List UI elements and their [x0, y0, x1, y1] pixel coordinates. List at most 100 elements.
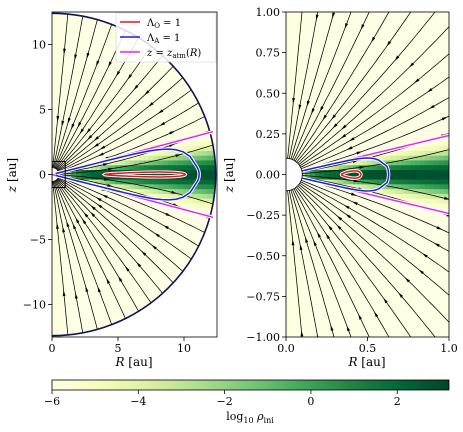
- density-cell: [56, 327, 63, 333]
- density-cell: [338, 260, 344, 266]
- density-cell: [415, 303, 421, 309]
- density-cell: [309, 159, 316, 166]
- density-cell: [197, 226, 203, 233]
- density-cell: [192, 107, 198, 113]
- density-cell: [80, 279, 87, 285]
- streamline-arrow: [82, 218, 87, 225]
- density-cell: [391, 179, 397, 185]
- density-cell: [139, 202, 145, 209]
- density-cell: [391, 64, 397, 70]
- density-cell: [153, 260, 160, 266]
- density-cell: [352, 298, 359, 304]
- density-cell: [144, 289, 150, 295]
- density-cell: [362, 164, 368, 171]
- density-cell: [415, 155, 421, 161]
- density-cell: [295, 126, 301, 132]
- density-cell: [338, 193, 344, 199]
- density-cell: [391, 164, 397, 171]
- density-cell: [290, 116, 296, 123]
- density-cell: [415, 107, 421, 113]
- streamline-arrow: [93, 143, 99, 148]
- density-cell: [319, 30, 325, 37]
- density-cell: [396, 293, 402, 300]
- density-cell: [319, 21, 325, 27]
- density-cell: [400, 26, 407, 32]
- density-cell: [357, 73, 364, 80]
- right-x-axis-label: R [au]: [347, 355, 385, 369]
- density-cell: [420, 169, 426, 175]
- density-cell: [405, 50, 411, 56]
- density-cell: [420, 312, 426, 319]
- density-cell: [286, 140, 292, 147]
- density-cell: [85, 140, 92, 147]
- density-cell: [129, 308, 135, 314]
- density-cell: [324, 126, 330, 132]
- density-cell: [367, 207, 373, 214]
- density-cell: [309, 279, 316, 285]
- density-cell: [304, 164, 311, 171]
- density-cell: [90, 40, 96, 46]
- density-cell: [328, 255, 335, 261]
- density-cell: [95, 245, 101, 252]
- density-cell: [90, 69, 96, 75]
- density-cell: [391, 136, 397, 142]
- density-cell: [286, 226, 292, 233]
- density-cell: [309, 73, 316, 80]
- density-cell: [100, 26, 106, 32]
- density-cell: [343, 30, 349, 37]
- density-cell: [343, 64, 349, 70]
- density-cell: [367, 169, 373, 175]
- density-cell: [153, 78, 160, 84]
- density-cell: [168, 274, 174, 280]
- density-cell: [134, 255, 140, 261]
- density-cell: [173, 73, 179, 80]
- density-cell: [415, 54, 421, 61]
- density-cell: [173, 231, 179, 237]
- density-cell: [333, 116, 340, 123]
- density-cell: [343, 150, 349, 156]
- density-cell: [324, 73, 330, 80]
- density-cell: [148, 126, 155, 132]
- density-cell: [309, 207, 316, 214]
- density-cell: [420, 327, 426, 333]
- density-cell: [95, 26, 101, 32]
- density-cell: [173, 179, 179, 185]
- density-cell: [290, 93, 296, 99]
- density-cell: [381, 116, 387, 123]
- density-cell: [139, 279, 145, 285]
- density-cell: [56, 112, 63, 118]
- density-cell: [405, 284, 411, 290]
- density-cell: [304, 126, 311, 132]
- density-cell: [105, 327, 111, 333]
- density-cell: [381, 293, 387, 300]
- density-cell: [56, 274, 63, 280]
- density-cell: [324, 245, 330, 252]
- density-cell: [391, 93, 397, 99]
- density-cell: [381, 93, 387, 99]
- density-cell: [197, 193, 203, 199]
- density-cell: [300, 265, 306, 271]
- density-cell: [295, 269, 301, 276]
- density-cell: [444, 312, 449, 319]
- density-cell: [352, 303, 359, 309]
- streamline-arrow: [165, 212, 172, 217]
- streamline: [291, 177, 449, 296]
- streamline-arrow: [95, 197, 102, 202]
- density-cell: [391, 45, 397, 51]
- density-cell: [391, 69, 397, 75]
- density-cell: [328, 303, 335, 309]
- density-cell: [309, 83, 316, 89]
- density-cell: [386, 140, 392, 147]
- density-cell: [381, 107, 387, 113]
- density-cell: [434, 231, 440, 237]
- density-cell: [85, 159, 92, 166]
- density-cell: [168, 231, 174, 237]
- density-cell: [56, 269, 63, 276]
- density-cell: [124, 121, 130, 128]
- density-cell: [410, 212, 416, 218]
- density-cell: [372, 260, 378, 266]
- density-cell: [444, 69, 449, 75]
- density-cell: [424, 121, 431, 128]
- density-cell: [105, 179, 111, 185]
- density-cell: [372, 217, 378, 223]
